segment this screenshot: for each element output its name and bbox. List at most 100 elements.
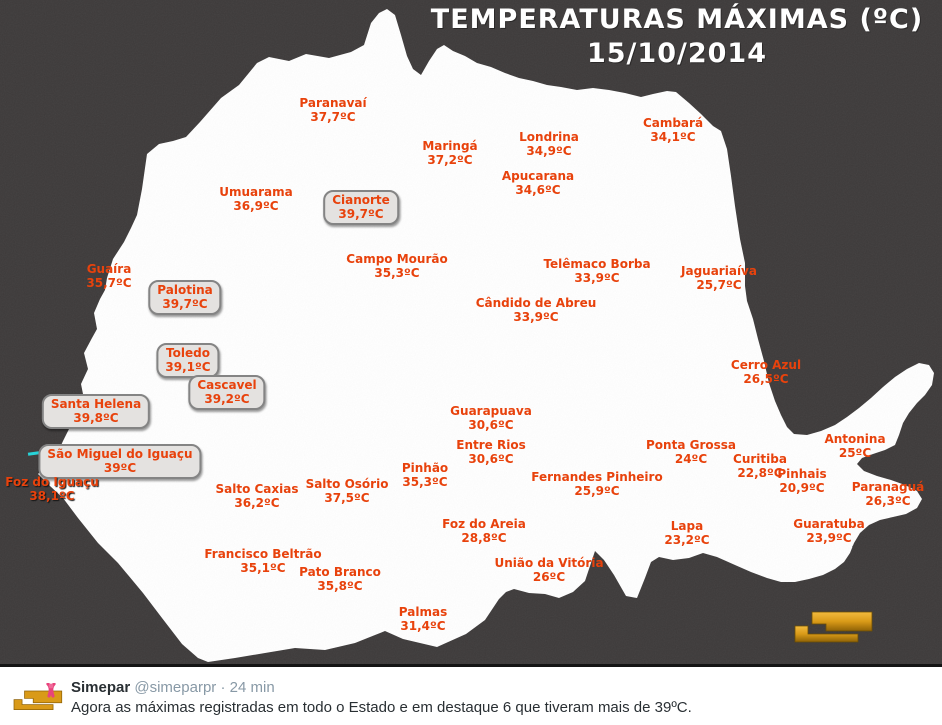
city-name: Umuarama: [219, 185, 293, 199]
city-name: Pinhão: [401, 461, 449, 475]
city-label: Entre Rios 30,6ºC: [456, 438, 525, 466]
city-label: Guarapuava 30,6ºC: [450, 404, 532, 432]
city-label: União da Vitória 26ºC: [494, 556, 603, 584]
city-label: Cerro Azul 26,5ºC: [731, 358, 801, 386]
city-label: Cambará 34,1ºC: [643, 116, 703, 144]
city-name: Jaguariaíva: [681, 264, 757, 278]
city-name: Salto Caxias: [215, 482, 299, 496]
city-name: Guaíra: [86, 262, 132, 276]
city-temperature: 39,8ºC: [73, 411, 119, 425]
city-temperature: 36,9ºC: [233, 199, 279, 213]
city-name: Toledo: [166, 346, 210, 360]
city-label: Maringá 37,2ºC: [422, 139, 477, 167]
city-name: Francisco Beltrão: [204, 547, 322, 561]
city-name: Campo Mourão: [346, 252, 448, 266]
city-name: Foz do Iguaçu: [5, 475, 99, 489]
city-name: Apucarana: [501, 169, 575, 183]
city-temperature: 35,1ºC: [240, 561, 286, 575]
city-name: Pinhais: [777, 467, 827, 481]
city-temperature: 34,6ºC: [515, 183, 561, 197]
city-temperature: 30,6ºC: [468, 452, 514, 466]
city-label: Lapa 23,2ºC: [664, 519, 709, 547]
city-temperature: 37,5ºC: [324, 491, 370, 505]
city-label-highlighted: Toledo 39,1ºC: [156, 343, 220, 378]
city-label: Telêmaco Borba 33,9ºC: [543, 257, 650, 285]
city-temperature: 28,8ºC: [461, 531, 507, 545]
city-temperature: 26,5ºC: [743, 372, 789, 386]
city-name: União da Vitória: [494, 556, 604, 570]
city-label: Guaíra 35,7ºC: [86, 262, 131, 290]
city-temperature: 22,8ºC: [737, 466, 783, 480]
city-temperature: 34,9ºC: [526, 144, 572, 158]
city-name: Cambará: [642, 116, 704, 130]
city-name: Fernandes Pinheiro: [531, 470, 663, 484]
city-name: Maringá: [422, 139, 478, 153]
pink-ribbon-icon: [46, 683, 56, 698]
city-name: Londrina: [519, 130, 579, 144]
city-name: Cascavel: [197, 378, 257, 392]
city-label: Antonina 25ºC: [824, 432, 885, 460]
city-temperature: 25,9ºC: [574, 484, 620, 498]
city-label: Fernandes Pinheiro 25,9ºC: [531, 470, 662, 498]
city-label-highlighted: Palotina 39,7ºC: [148, 280, 222, 315]
city-temperature: 31,4ºC: [400, 619, 446, 633]
city-label: Salto Caxias 36,2ºC: [215, 482, 298, 510]
tweet-handle[interactable]: @simeparpr: [134, 679, 217, 696]
city-temperature: 37,7ºC: [310, 110, 356, 124]
city-label: Pinhais 20,9ºC: [777, 467, 826, 495]
city-name: Paranaguá: [851, 480, 925, 494]
city-name: Antonina: [824, 432, 886, 446]
map-title-line1: TEMPERATURAS MÁXIMAS (ºC): [430, 4, 924, 35]
city-temperature: 33,9ºC: [574, 271, 620, 285]
city-label-highlighted: Cianorte 39,7ºC: [323, 190, 399, 225]
city-temperature: 26,3ºC: [865, 494, 911, 508]
city-name: Cândido de Abreu: [475, 296, 597, 310]
city-temperature: 23,2ºC: [664, 533, 710, 547]
city-name: Palmas: [398, 605, 448, 619]
city-temperature: 26ºC: [532, 570, 566, 584]
city-label: Paranaguá 26,3ºC: [852, 480, 924, 508]
city-label: Francisco Beltrão 35,1ºC: [204, 547, 321, 575]
city-temperature: 20,9ºC: [779, 481, 825, 495]
city-label: Jaguariaíva 25,7ºC: [681, 264, 757, 292]
city-temperature: 23,9ºC: [806, 531, 852, 545]
city-label: Umuarama 36,9ºC: [219, 185, 293, 213]
city-temperature: 39,7ºC: [162, 297, 208, 311]
city-label: Cândido de Abreu 33,9ºC: [476, 296, 597, 324]
city-temperature: 35,3ºC: [374, 266, 420, 280]
city-label-highlighted: Santa Helena 39,8ºC: [41, 394, 151, 429]
city-temperature: 36,2ºC: [234, 496, 280, 510]
city-temperature: 35,8ºC: [317, 579, 363, 593]
city-temperature: 35,7ºC: [86, 276, 132, 290]
city-label-highlighted: São Miguel do Iguaçu 39ºC: [38, 444, 202, 479]
city-temperature: 25ºC: [838, 446, 872, 460]
city-name: Palotina: [157, 283, 213, 297]
simepar-logo-small-icon: [13, 690, 63, 710]
city-name: Paranavaí: [299, 96, 367, 110]
city-label: Paranavaí 37,7ºC: [299, 96, 366, 124]
city-name: Guaratuba: [793, 517, 865, 531]
tweet-header: Simepar @simeparpr · 24 min: [71, 679, 275, 697]
city-name: Entre Rios: [456, 438, 526, 452]
city-name: Foz do Areia: [442, 517, 526, 531]
parana-map-graphic: [0, 0, 942, 664]
map-date: 15/10/2014: [586, 38, 767, 69]
noise-overlay: [0, 0, 942, 664]
city-label: Pinhão 35,3ºC: [402, 461, 448, 489]
city-name: Santa Helena: [50, 397, 142, 411]
city-label: Curitiba 22,8ºC: [733, 452, 787, 480]
city-name: Curitiba: [733, 452, 787, 466]
city-label: Palmas 31,4ºC: [399, 605, 447, 633]
tweet-timestamp[interactable]: 24 min: [229, 679, 275, 696]
city-name: São Miguel do Iguaçu: [47, 447, 193, 461]
tweet-author[interactable]: Simepar: [71, 679, 131, 696]
tweet-separator: ·: [220, 679, 226, 696]
city-name: Salto Osório: [305, 477, 389, 491]
simepar-avatar[interactable]: [12, 683, 64, 721]
city-label: Londrina 34,9ºC: [519, 130, 579, 158]
city-temperature: 25,7ºC: [696, 278, 742, 292]
city-temperature: 38,1ºC: [29, 489, 75, 503]
city-label: Pato Branco 35,8ºC: [299, 565, 381, 593]
city-label: Apucarana 34,6ºC: [502, 169, 574, 197]
temperature-map-image[interactable]: TEMPERATURAS MÁXIMAS (ºC) 15/10/2014 Par…: [0, 0, 942, 667]
